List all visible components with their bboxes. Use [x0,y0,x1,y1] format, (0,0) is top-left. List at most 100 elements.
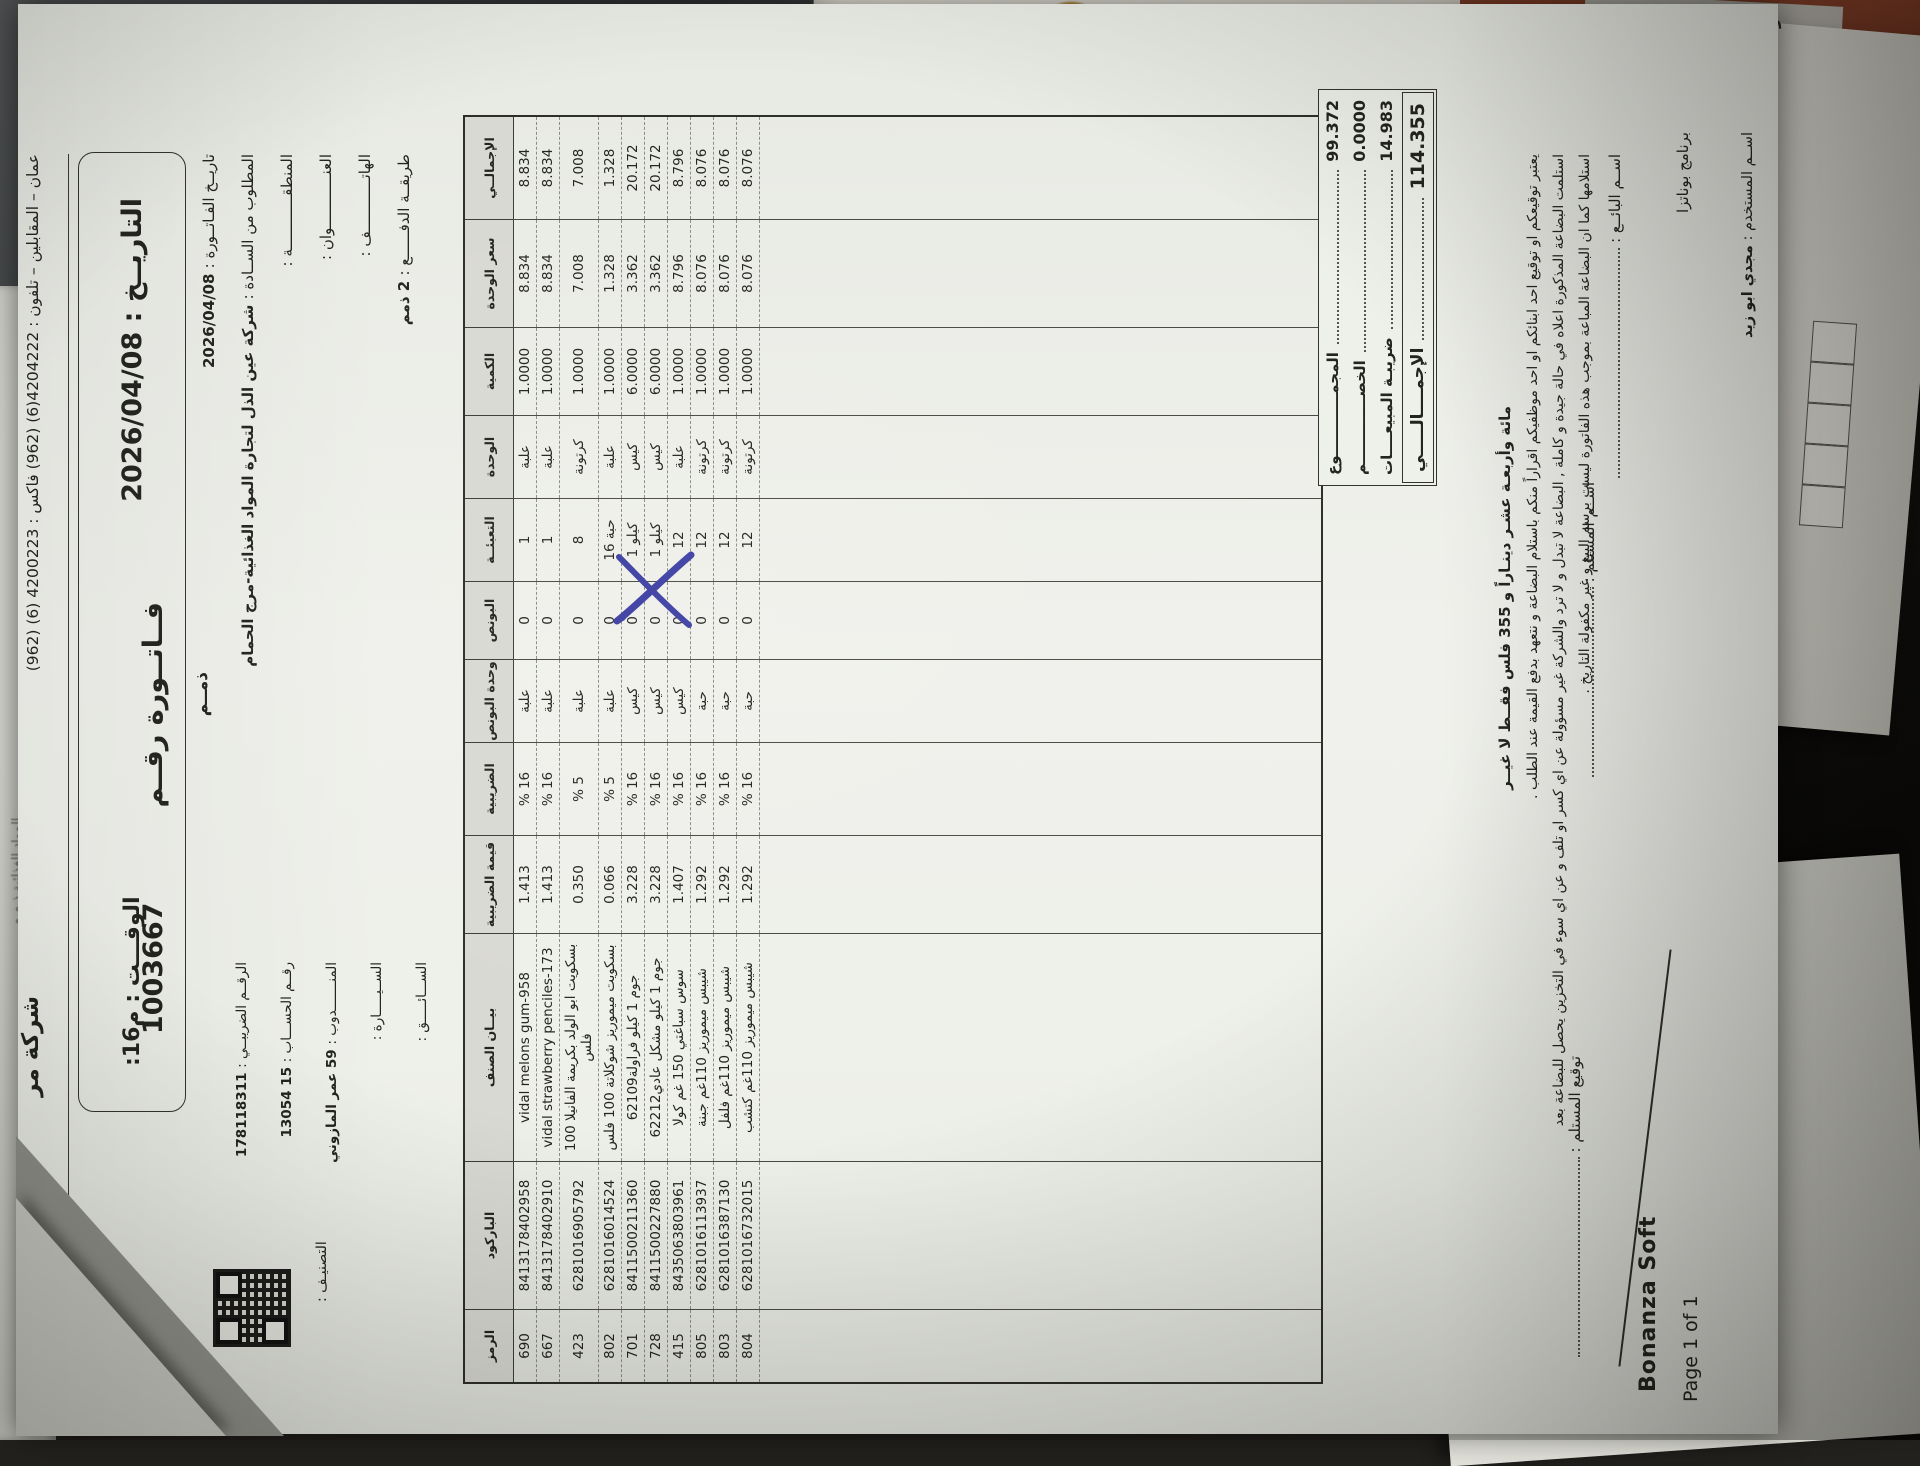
table-cell: شيبس ميموريز 110غم جبنة [690,933,714,1162]
table-cell: 1.328 [598,219,622,328]
date-time-box: التاريــخ : 2026/04/08 الوقـــت : م16: [78,152,186,1112]
field-label: الســـائـــــق : [414,962,430,1042]
company-contact-line: عمان – المقابلين – تلفون : 4204222(6) (9… [24,154,42,672]
total-value: 14.983 [1377,100,1396,162]
classification-label: التصنيـف : [314,1241,330,1302]
table-cell: 804 [736,1309,760,1383]
table-cell: 3.362 [621,219,645,328]
table-cell: 0 [713,581,737,660]
table-cell: 12 [713,498,737,582]
dotted-leader [1353,169,1366,353]
table-cell: 728 [644,1309,668,1383]
field-row: الســيـــــارة : [355,962,400,1163]
seller-dotted-line [1607,247,1620,478]
column-header: الإجمالــي [464,116,514,220]
table-cell: 6281016905792 [559,1161,599,1310]
column-header: وحدة البونص [464,659,514,743]
table-cell: كرتونة [690,415,714,499]
table-cell: علبة [559,659,599,743]
table-cell: % 16 [536,742,560,836]
folded-corner-underside [16,1198,226,1436]
table-cell: 8.076 [736,116,760,220]
table-cell: 8.834 [513,219,537,328]
table-cell: 8.834 [536,219,560,328]
table-cell: 3.362 [644,219,668,328]
table-row: 804 6281016732015 شيبس ميموريز 110غم كتشب 1… [736,116,760,1383]
table-cell: 8.076 [713,219,737,328]
invoice-type: ذمــم [192,672,212,717]
field-label: المطلوب من الســادة : [239,154,257,300]
table-cell: 1.413 [513,835,537,934]
table-cell: 1.0000 [736,327,760,416]
table-cell: حبة [690,659,714,743]
program-line: برنامج بوناتزا [1674,132,1692,213]
table-cell: % 16 [713,742,737,836]
page-indicator: Page 1 of 1 [1680,1295,1702,1402]
table-row: 690 8413178402958 vidal melons gum-958 1.41… [513,116,537,1383]
table-cell: 805 [690,1309,714,1383]
invoice-date: التاريــخ : 2026/04/08 [116,198,148,502]
field-label: رقــم الحســـاب : [279,962,295,1063]
field-value: 2026/04/08 [200,268,218,369]
column-header: الرمز [464,1309,514,1383]
table-cell: % 16 [736,742,760,836]
signature-dotted-line [1567,1157,1580,1358]
table-cell: 20.172 [621,116,645,220]
table-cell: 8413178402958 [513,1161,537,1310]
field-row: تاريــخ الفـاتــورة : 2026/04/08 [190,154,229,667]
table-cell: 6281016014524 [598,1161,622,1310]
table-cell: سوس سباغتي 150 غم كولا [667,933,691,1162]
table-cell: vidal strawberry penciles-173 [536,933,560,1162]
table-cell: 8.796 [667,116,691,220]
receiver-dotted-line [1581,587,1594,778]
table-cell: 8.796 [667,219,691,328]
table-cell: 1.328 [598,116,622,220]
field-row: رقــم الحســـاب : 15 13054 [265,962,310,1163]
user-field: اســم المستخدم : مجدي ابو زيد [1740,132,1756,339]
field-label: الرقــم الضريبــي : [234,962,250,1068]
table-cell: شيبس ميموريز 110غم كتشب [736,933,760,1162]
table-cell: % 16 [667,742,691,836]
totals-box: المجمــــــــــــوع 99.372 الخصـــــــــــ… [1318,89,1437,486]
table-cell: 0.350 [559,835,599,934]
table-cell: علبة [513,659,537,743]
total-value: 114.355 [1407,103,1429,190]
table-cell: 1 [513,498,537,582]
table-cell: علبة [598,659,622,743]
items-table: الرمز الباركود بيــان الصنف قيمة الضريبية ال… [463,115,1323,1384]
table-cell: علبة [667,415,691,499]
table-cell: 0 [536,581,560,660]
table-cell: 6.0000 [621,327,645,416]
table-cell: 8411500211360 [621,1161,645,1310]
customer-fields: تاريــخ الفـاتــورة : 2026/04/08 المطلوب … [190,154,424,667]
receiver-name-field: اســم المستلم : [1580,482,1598,778]
field-row: الرقــم الضريبــي : 178118311 [220,962,265,1163]
table-cell: بسكويت ميموريز شوكلاتة 100 فلس [598,933,622,1162]
column-header: قيمة الضريبية [464,835,514,934]
table-row: 802 6281016014524 بسكويت ميموريز شوكلاتة 1… [598,116,622,1383]
table-cell: 1.0000 [598,327,622,416]
table-cell: 701 [621,1309,645,1383]
items-header-row: الرمز الباركود بيــان الصنف قيمة الضريبية ال… [464,116,514,1383]
table-cell: 6281016387130 [713,1161,737,1310]
table-cell: % 16 [644,742,668,836]
table-cell: 6281016732015 [736,1161,760,1310]
table-row: 667 8413178402910 vidal strawberry pencile… [536,116,560,1383]
table-cell: 1.407 [667,835,691,934]
total-value: 0.0000 [1350,100,1369,162]
total-row: المجمــــــــــــوع 99.372 [1319,90,1346,485]
table-row: 415 8435063803961 سوس سباغتي 150 غم كولا 1.… [667,116,691,1383]
table-cell: 8413178402910 [536,1161,560,1310]
account-fields: الرقــم الضريبــي : 178118311 رقــم الحسـ… [220,962,445,1163]
receiver-signature-field: توقيع المستلم : [1566,1056,1584,1358]
column-header: سعر الوحدة [464,219,514,328]
table-cell: كرتونة [559,415,599,499]
table-cell: % 16 [513,742,537,836]
field-row: المنطقــــــــــــة : [268,154,307,667]
table-cell: % 16 [690,742,714,836]
header-rule [68,154,69,1284]
table-cell: جوم 1 كيلو مشكل عادي62212 [644,933,668,1162]
table-row: 803 6281016387130 شيبس ميموريز 110غم فلفل 1… [713,116,737,1383]
table-cell: شيبس ميموريز 110غم فلفل [713,933,737,1162]
table-cell: 0.066 [598,835,622,934]
